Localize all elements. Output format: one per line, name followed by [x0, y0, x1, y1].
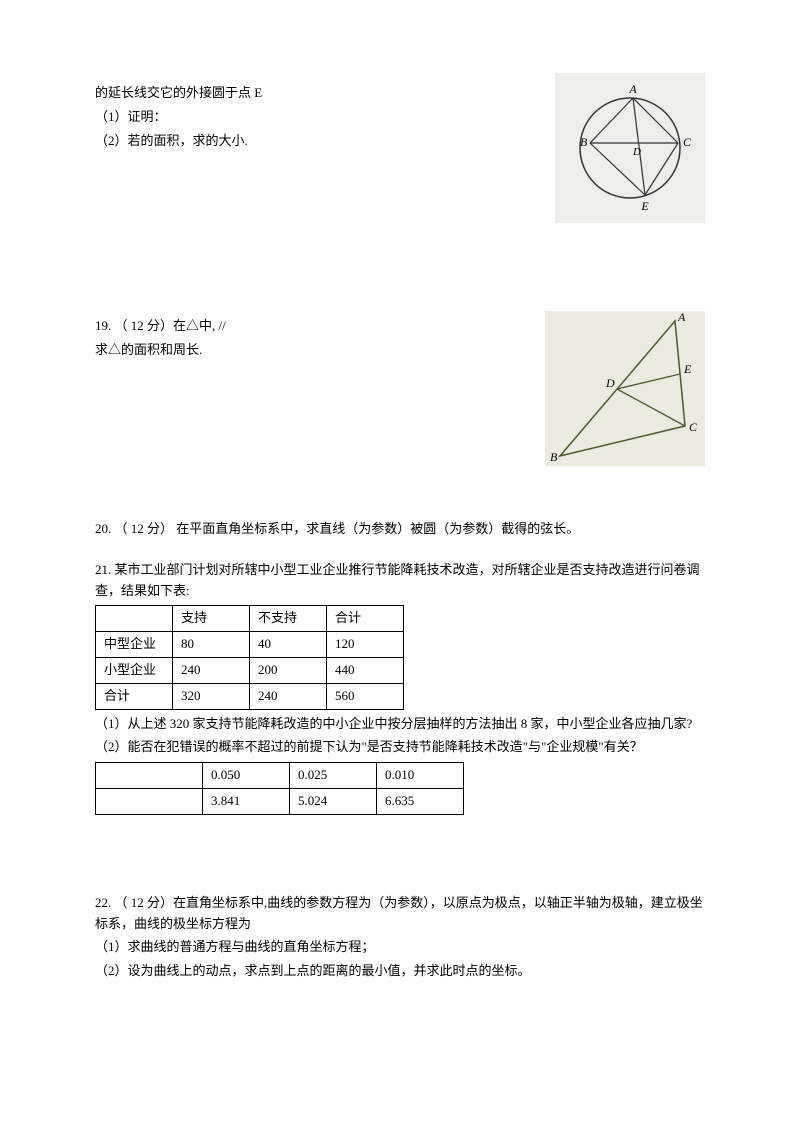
table-cell [96, 788, 203, 814]
svg-text:E: E [683, 362, 692, 376]
figure-triangle: A B C D E [545, 311, 705, 473]
table-cell: 200 [250, 657, 327, 683]
table-row: 支持 不支持 合计 [96, 606, 404, 632]
table-cell: 5.024 [290, 788, 377, 814]
svg-text:D: D [632, 146, 641, 158]
question-18: A B C D E 的延长线交它的外接圆于点 E （1）证明： （2）若的面积，… [95, 83, 705, 253]
q22-part1: （1）求曲线的普通方程与曲线的直角坐标方程； [95, 937, 705, 958]
table-cell: 0.025 [290, 763, 377, 789]
table-cell: 小型企业 [96, 657, 173, 683]
table-cell: 3.841 [203, 788, 290, 814]
question-19: A B C D E 19. （ 12 分）在△中, // 求△的面积和周长. [95, 316, 705, 476]
table-cell: 0.010 [377, 763, 464, 789]
question-22: 22. （ 12 分）在直角坐标系中,曲线的参数方程为（为参数），以原点为极点，… [95, 893, 705, 982]
q21-table2: 0.050 0.025 0.010 3.841 5.024 6.635 [95, 762, 464, 815]
table-cell: 中型企业 [96, 632, 173, 658]
table-cell: 120 [327, 632, 404, 658]
table-cell: 6.635 [377, 788, 464, 814]
svg-text:E: E [640, 199, 649, 213]
table-row: 中型企业 80 40 120 [96, 632, 404, 658]
table-row: 小型企业 240 200 440 [96, 657, 404, 683]
svg-text:C: C [689, 420, 698, 434]
q21-table1: 支持 不支持 合计 中型企业 80 40 120 小型企业 240 200 44… [95, 605, 404, 709]
table-cell: 支持 [173, 606, 250, 632]
table-cell: 240 [250, 683, 327, 709]
q21-part2: （2）能否在犯错误的概率不超过的前提下认为"是否支持节能降耗技术改造"与"企业规… [95, 737, 705, 758]
svg-text:A: A [677, 311, 686, 324]
table-row: 0.050 0.025 0.010 [96, 763, 464, 789]
svg-text:A: A [628, 82, 637, 96]
table-cell: 0.050 [203, 763, 290, 789]
table-row: 合计 320 240 560 [96, 683, 404, 709]
table-cell [96, 606, 173, 632]
table-cell: 不支持 [250, 606, 327, 632]
q22-heading: 22. （ 12 分）在直角坐标系中,曲线的参数方程为（为参数），以原点为极点，… [95, 893, 705, 935]
svg-text:B: B [550, 450, 558, 464]
svg-text:B: B [580, 135, 588, 149]
figure-circle: A B C D E [555, 73, 705, 230]
table-cell [96, 763, 203, 789]
question-21: 21. 某市工业部门计划对所辖中小型工业企业推行节能降耗技术改造，对所辖企业是否… [95, 560, 705, 815]
table-cell: 合计 [327, 606, 404, 632]
table-cell: 320 [173, 683, 250, 709]
q20-text: 20. （ 12 分） 在平面直角坐标系中，求直线（为参数）被圆（为参数）截得的… [95, 519, 705, 540]
table-cell: 240 [173, 657, 250, 683]
table-cell: 40 [250, 632, 327, 658]
svg-text:C: C [683, 135, 692, 149]
q21-intro: 21. 某市工业部门计划对所辖中小型工业企业推行节能降耗技术改造，对所辖企业是否… [95, 560, 705, 602]
table-cell: 560 [327, 683, 404, 709]
table-cell: 80 [173, 632, 250, 658]
q21-part1: （1）从上述 320 家支持节能降耗改造的中小企业中按分层抽样的方法抽出 8 家… [95, 714, 705, 735]
svg-text:D: D [605, 376, 615, 390]
table-row: 3.841 5.024 6.635 [96, 788, 464, 814]
table-cell: 440 [327, 657, 404, 683]
question-20: 20. （ 12 分） 在平面直角坐标系中，求直线（为参数）被圆（为参数）截得的… [95, 519, 705, 540]
q22-part2: （2）设为曲线上的动点，求点到上点的距离的最小值，并求此时点的坐标。 [95, 961, 705, 982]
table-cell: 合计 [96, 683, 173, 709]
